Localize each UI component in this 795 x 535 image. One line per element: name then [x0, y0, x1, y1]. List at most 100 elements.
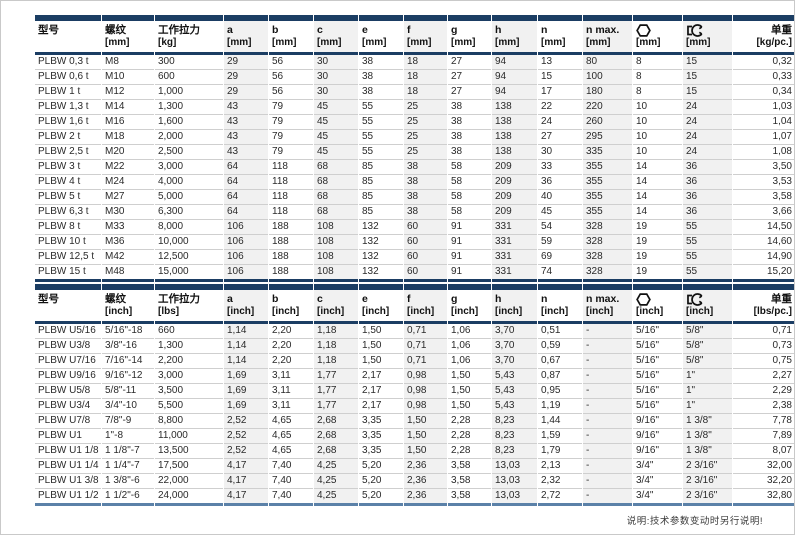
cell-thread: 1 3/8"-6	[102, 474, 154, 489]
cell-wrench: 15	[683, 70, 732, 85]
cell-dim-a: 1,69	[224, 369, 268, 384]
cell-hex: 14	[633, 205, 682, 220]
cell-dim-f: 25	[404, 100, 447, 115]
cell-dim-n: 54	[538, 220, 582, 235]
cell-wrench: 55	[683, 220, 732, 235]
cell-dim-e: 2,17	[359, 399, 403, 414]
cell-dim-h: 138	[492, 115, 537, 130]
col-header-label: 工作拉力	[158, 24, 200, 36]
cell-dim-b: 4,65	[269, 414, 313, 429]
cell-model: PLBW 2 t	[35, 130, 101, 145]
cell-dim-b: 2,20	[269, 339, 313, 354]
cell-dim-h: 331	[492, 250, 537, 265]
cell-dim-h: 209	[492, 160, 537, 175]
cell-model: PLBW 0,6 t	[35, 70, 101, 85]
col-header-dim-nmax: n max. [mm]	[583, 15, 632, 55]
cell-dim-c: 1,18	[314, 339, 358, 354]
cell-load: 12,500	[155, 250, 223, 265]
col-header-hex: [mm]	[633, 15, 682, 55]
cell-hex: 19	[633, 235, 682, 250]
table-row: PLBW 3 t M22 3,000 64 118 68 85 38 58 209 33 355 14 3…	[35, 160, 794, 175]
cell-dim-h: 94	[492, 55, 537, 70]
cell-thread: M22	[102, 160, 154, 175]
cell-load: 11,000	[155, 429, 223, 444]
cell-dim-nmax: -	[583, 324, 632, 339]
cell-load: 15,000	[155, 265, 223, 282]
cell-dim-e: 55	[359, 115, 403, 130]
cell-dim-f: 18	[404, 70, 447, 85]
table-header: 型号 螺纹 [mm] 工作拉力 [kg] a [mm] b [mm] c [mm] e [mm] f [mm…	[35, 15, 794, 55]
cell-dim-b: 79	[269, 115, 313, 130]
col-header-unit: [inch]	[541, 306, 569, 317]
cell-dim-a: 2,52	[224, 414, 268, 429]
table-row: PLBW 8 t M33 8,000 106 188 108 132 60 91 331 54 328…	[35, 220, 794, 235]
cell-weight: 1,08	[733, 145, 794, 160]
col-header-unit: [lbs/pc.]	[753, 306, 792, 317]
cell-load: 17,500	[155, 459, 223, 474]
imperial-table-container: 型号 螺纹 [inch] 工作拉力 [lbs] a [inch] b [inch] c [inch]…	[34, 284, 794, 506]
cell-wrench: 24	[683, 145, 732, 160]
cell-thread: 1 1/4"-7	[102, 459, 154, 474]
cell-dim-nmax: 295	[583, 130, 632, 145]
cell-hex: 5/16"	[633, 339, 682, 354]
cell-hex: 14	[633, 160, 682, 175]
table-row: PLBW 2 t M18 2,000 43 79 45 55 25 38 138 27 295 10 24…	[35, 130, 794, 145]
col-header-unit: [inch]	[686, 306, 714, 317]
cell-dim-e: 38	[359, 85, 403, 100]
cell-dim-a: 2,52	[224, 444, 268, 459]
cell-dim-h: 331	[492, 265, 537, 282]
cell-model: PLBW 1,3 t	[35, 100, 101, 115]
cell-load: 6,300	[155, 205, 223, 220]
table-row: PLBW U1 3/8 1 3/8"-6 22,000 4,17 7,40 4,25 5,2…	[35, 474, 794, 489]
cell-dim-a: 1,69	[224, 384, 268, 399]
cell-load: 22,000	[155, 474, 223, 489]
cell-dim-n: 74	[538, 265, 582, 282]
cell-load: 10,000	[155, 235, 223, 250]
cell-model: PLBW U9/16	[35, 369, 101, 384]
cell-dim-n: 15	[538, 70, 582, 85]
cell-dim-b: 3,11	[269, 399, 313, 414]
col-header-unit: [mm]	[362, 37, 387, 48]
cell-thread: 7/16"-14	[102, 354, 154, 369]
cell-dim-a: 4,17	[224, 474, 268, 489]
cell-dim-g: 58	[448, 160, 491, 175]
cell-weight: 32,20	[733, 474, 794, 489]
table-row: PLBW 5 t M27 5,000 64 118 68 85 38 58 209 40 355 14 3…	[35, 190, 794, 205]
cell-dim-g: 1,06	[448, 324, 491, 339]
cell-thread: M20	[102, 145, 154, 160]
cell-hex: 19	[633, 250, 682, 265]
table-row: PLBW U5/16 5/16"-18 660 1,14 2,20 1,18 1,50 0,7…	[35, 324, 794, 339]
cell-dim-h: 5,43	[492, 384, 537, 399]
cell-dim-g: 1,06	[448, 339, 491, 354]
cell-wrench: 55	[683, 235, 732, 250]
cell-dim-c: 1,77	[314, 399, 358, 414]
col-header-dim-b: b [inch]	[269, 284, 313, 324]
col-header-label: f	[407, 293, 411, 305]
cell-dim-n: 69	[538, 250, 582, 265]
col-header-label: n max.	[586, 293, 620, 305]
cell-dim-nmax: 355	[583, 175, 632, 190]
cell-dim-n: 0,95	[538, 384, 582, 399]
cell-hex: 19	[633, 265, 682, 282]
cell-dim-nmax: 260	[583, 115, 632, 130]
col-header-label: 单重	[771, 24, 792, 36]
cell-thread: 3/4"-10	[102, 399, 154, 414]
cell-dim-f: 2,36	[404, 474, 447, 489]
table-row: PLBW 0,6 t M10 600 29 56 30 38 18 27 94 15 100 8 15 0,…	[35, 70, 794, 85]
cell-dim-nmax: -	[583, 384, 632, 399]
cell-wrench: 5/8"	[683, 324, 732, 339]
cell-dim-a: 1,14	[224, 339, 268, 354]
col-header-hex: [inch]	[633, 284, 682, 324]
cell-dim-e: 38	[359, 70, 403, 85]
cell-weight: 0,33	[733, 70, 794, 85]
cell-dim-f: 18	[404, 55, 447, 70]
cell-wrench: 1 3/8"	[683, 429, 732, 444]
cell-wrench: 36	[683, 160, 732, 175]
cell-load: 660	[155, 324, 223, 339]
cell-dim-a: 106	[224, 220, 268, 235]
cell-dim-c: 4,25	[314, 474, 358, 489]
cell-dim-g: 2,28	[448, 414, 491, 429]
cell-dim-h: 3,70	[492, 324, 537, 339]
cell-dim-h: 5,43	[492, 369, 537, 384]
cell-dim-b: 4,65	[269, 429, 313, 444]
